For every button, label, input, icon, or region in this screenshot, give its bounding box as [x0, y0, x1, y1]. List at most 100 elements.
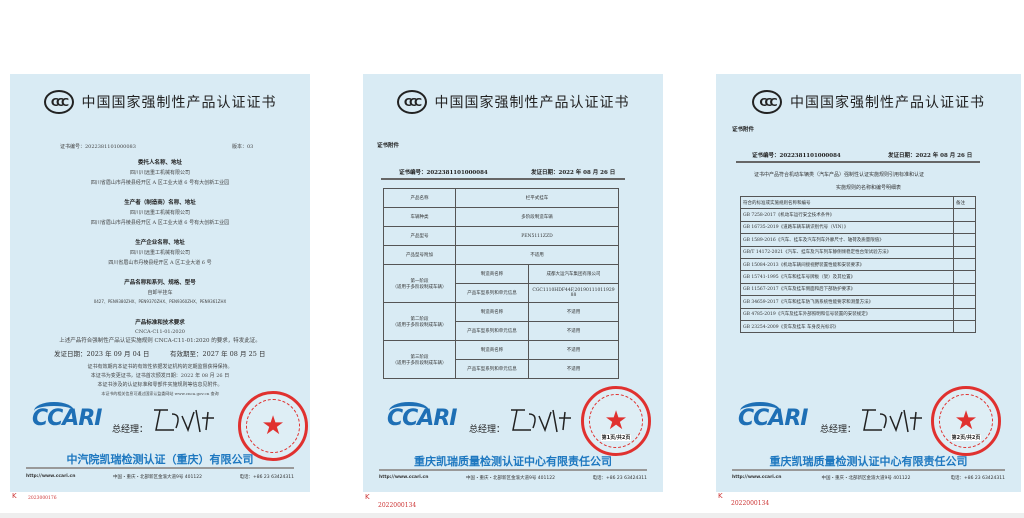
general-manager-label: 总经理： — [469, 425, 506, 435]
k-mark: K — [365, 493, 370, 501]
general-manager-label: 总经理： — [112, 425, 149, 435]
table-row: 第二阶段 （适用于多阶段制成车辆） 制造商名称 不适用 — [383, 302, 619, 341]
note: 本证书为变更证书，证书首次颁发日期：2022 年 08 月 26 日 — [90, 373, 230, 379]
table-row: GB 4785-2019《汽车及挂车外部照明和信号装置的安装规定》 — [740, 307, 976, 321]
phone: 电话：+86 23 63424311 — [950, 476, 1006, 481]
certificate-1: CCC 中国国家强制性产品认证证书 证书编号：2022381101000083 版… — [10, 74, 310, 492]
serial-number: 2023000176 — [28, 496, 57, 501]
ccc-logo-icon: CCC — [752, 90, 782, 114]
note: 本证书涉及的认证标准和零部件实施规则等信息见附件。 — [97, 382, 223, 388]
k-mark: K — [718, 492, 723, 500]
section-line: 四川省眉山市丹棱县经开区 A 区工业大道 6 号有大创新工业园 — [90, 220, 230, 226]
remark-cell — [953, 282, 976, 297]
remark-cell — [953, 270, 976, 284]
section-heading: 生产企业名称、地址 — [135, 240, 185, 246]
row-value: 多阶段制造车辆 — [455, 207, 619, 227]
remark-cell — [953, 319, 976, 334]
table-row: GB 23254-2009《货车及挂车 车身反光标识》 — [740, 319, 976, 334]
certificate-3: CCC 中国国家强制性产品认证证书 证书附件 证书编号：2022381101000… — [716, 74, 1021, 492]
maker-value: 不适用 — [528, 302, 619, 322]
table-row: 产品车型系列和单元信息 CGC1110HDF44F,201901110119298… — [384, 283, 619, 303]
table-row: 产品车型系列和单元信息 不适用 — [384, 321, 619, 341]
remark-cell — [953, 295, 976, 309]
info-label: 产品车型系列和单元信息 — [455, 283, 529, 303]
info-label: 产品车型系列和单元信息 — [455, 359, 529, 379]
section-line: 四川省眉山市丹棱县经开区 A 区工业大道 6 号 — [108, 260, 212, 266]
stage-note: （适用于多阶段制成车辆） — [392, 322, 447, 328]
certificate-number: 证书编号：2022381101000083 — [60, 144, 136, 150]
certificate-title: 中国国家强制性产品认证证书 — [790, 95, 985, 111]
remark-cell — [953, 208, 976, 222]
section-line: 0427、PEN9380ZHX、PEN9370ZHX、PEN9360ZHX、PE… — [93, 299, 227, 304]
standard-name: GB 11567-2017《汽车及挂车侧面和后下部防护要求》 — [740, 282, 954, 297]
general-manager-label: 总经理： — [820, 425, 857, 435]
standards-table: 符合的标准或实施规则名称和编号 备注 GB 7258-2017《机动车运行安全技术条… — [740, 195, 976, 334]
row-value: 不适用 — [455, 245, 619, 265]
ccari-logo: CCARI — [32, 402, 102, 431]
page-indicator: 第1页/共2页 — [600, 434, 632, 441]
table-row: GB 7258-2017《机动车运行安全技术条件》 — [740, 208, 976, 222]
stage-cell: 第一阶段 （适用于多阶段制成车辆） — [383, 264, 456, 303]
stage-cell: 第二阶段 （适用于多阶段制成车辆） — [383, 302, 456, 341]
table-row: GB 34659-2017《汽车和挂车防飞溅系统性能要求和测量方法》 — [740, 295, 976, 309]
table-row: 第三阶段 （适用于多阶段制成车辆） 制造商名称 不适用 — [383, 340, 619, 379]
attachment-label: 证书附件 — [377, 143, 400, 149]
remark-cell — [953, 307, 976, 321]
info-value: 不适用 — [528, 321, 619, 341]
section-line: 四川川远重工机械有限公司 — [129, 170, 190, 176]
ccari-logo: CCARI — [738, 402, 808, 431]
section-line: 四川省眉山市丹棱县经开区 A 区工业大道 6 号有大创新工业园 — [90, 180, 230, 186]
table-row: 产品车型系列和单元信息 不适用 — [384, 359, 619, 379]
website-link[interactable]: http://www.ccari.cn — [732, 475, 782, 480]
standard-name: GB 16735-2019《道路车辆车辆识别代号（VIN）》 — [740, 220, 954, 235]
table-row: GB 15741-1995《汽车和挂车号牌板（架）及其位置》 — [740, 270, 976, 284]
maker-label: 制造商名称 — [455, 264, 529, 284]
table-row: 第一阶段 （适用于多阶段制成车辆） 制造商名称 成都大运汽车集团有限公司 — [383, 264, 619, 303]
remark-cell — [953, 245, 976, 259]
stage-cell: 第三阶段 （适用于多阶段制成车辆） — [383, 340, 456, 379]
official-seal-icon: ★ 第2页/共2页 — [931, 386, 1001, 456]
table-row: GB 16735-2019《道路车辆车辆识别代号（VIN）》 — [740, 220, 976, 235]
maker-value: 成都大运汽车集团有限公司 — [528, 264, 619, 284]
certificate-number: 证书编号：2022381101000084 — [752, 153, 841, 159]
ccari-logo: CCARI — [387, 402, 457, 431]
stage-name: 第二阶段 — [410, 316, 429, 322]
table-row: GB 11567-2017《汽车及挂车侧面和后下部防护要求》 — [740, 282, 976, 297]
official-seal-icon: ★ 第1页/共2页 — [581, 386, 651, 456]
remark-cell — [953, 233, 976, 247]
table-header-row: 符合的标准或实施规则名称和编号 备注 — [740, 195, 976, 210]
note: 本证书的相关信息可通过国家认监委网站 www.cnca.gov.cn 查询 — [101, 391, 219, 396]
info-value: 不适用 — [528, 359, 619, 379]
page-indicator: 第2页/共2页 — [950, 434, 982, 441]
note: 证书有效期内本证书的有效性依据发证机构的定期监督获得保持。 — [87, 364, 233, 370]
table-row: 产品型号 PEN5111ZZD — [383, 226, 619, 246]
stage-note: （适用于多阶段制成车辆） — [392, 284, 447, 290]
website-link[interactable]: http://www.ccari.cn — [379, 475, 429, 480]
signature — [862, 409, 922, 433]
section-line: 四川川远重工机械有限公司 — [129, 250, 190, 256]
intro-text: 证书中产品符合机动车辆类（汽车产品）强制性认证实施规则引用标准和认证 — [754, 172, 925, 178]
section-line: CNCA-C11-01:2020 — [135, 329, 185, 335]
table-row: 车辆种类 多阶段制造车辆 — [383, 207, 619, 227]
issuer-company: 中汽院凯瑞检测认证（重庆）有限公司 — [66, 453, 254, 466]
standard-name: GB/T 14172-2021《汽车、挂车及汽车列车静侧倾稳定性台架试验方法》 — [740, 245, 954, 259]
stage-name: 第三阶段 — [410, 354, 429, 360]
k-mark: K — [12, 492, 17, 500]
row-label: 车辆种类 — [383, 207, 456, 227]
maker-value: 不适用 — [528, 340, 619, 360]
section-line: 自卸半挂车 — [147, 290, 173, 296]
address: 中国・重庆・北部新区金渝大道9号 401122 — [112, 475, 202, 480]
ccc-logo-icon: CCC — [396, 90, 427, 114]
certificate-title: 中国国家强制性产品认证证书 — [81, 95, 277, 111]
table-row: 产品型号附加 不适用 — [383, 245, 619, 265]
remark-cell — [953, 220, 976, 235]
address: 中国・重庆・北部新区金渝大道9号 401122 — [465, 476, 555, 481]
website-link[interactable]: http://www.ccari.cn — [26, 474, 76, 479]
certificate-2: CCC 中国国家强制性产品认证证书 证书附件 证书编号：2022381101000… — [363, 74, 663, 492]
phone: 电话：+86 23 63424311 — [239, 475, 295, 480]
product-table: 产品名称 栏平式挂车 车辆种类 多阶段制造车辆 产品型号 PEN5111ZZD 产品型号附加… — [383, 188, 619, 379]
section-heading: 委托人名称、地址 — [137, 160, 182, 166]
phone: 电话：+86 23 63424311 — [592, 476, 648, 481]
standard-name: GB 1589-2016《汽车、挂车及汽车列车外廓尺寸、轴荷及质量限值》 — [740, 233, 954, 247]
standard-header: 符合的标准或实施规则名称和编号 — [740, 195, 954, 210]
